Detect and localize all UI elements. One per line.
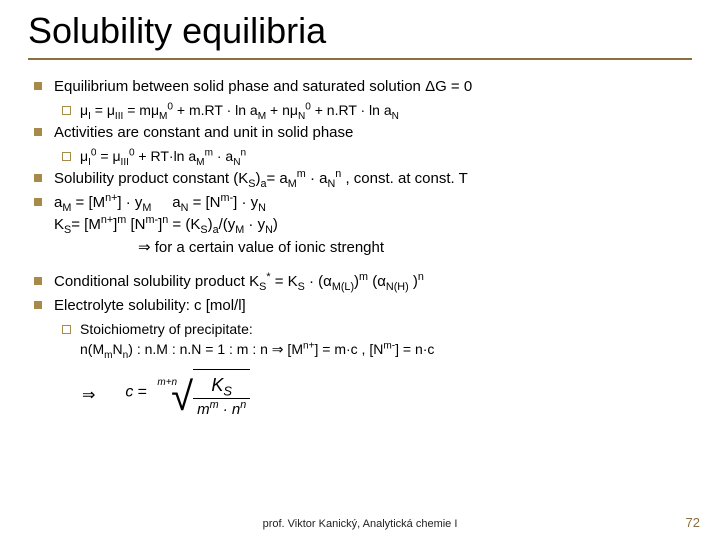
bullet-2-sub-1: μI0 = μIII0 + RT·ln aMm · aNn: [28, 146, 692, 166]
bullet-1-sub-1: μI = μIII = mμM0 + m.RT · ln aM + nμN0 +…: [28, 100, 692, 120]
title-rule: [28, 58, 692, 60]
bullet-5: Conditional solubility product KS* = KS …: [28, 271, 692, 293]
bullet-1: Equilibrium between solid phase and satu…: [28, 76, 692, 98]
footer-text: prof. Viktor Kanický, Analytická chemie …: [0, 518, 720, 530]
bullet-6: Electrolyte solubility: c [mol/l]: [28, 295, 692, 317]
bullet-2: Activities are constant and unit in soli…: [28, 122, 692, 144]
page-title: Solubility equilibria: [28, 10, 692, 52]
frac-den: mm · nn: [193, 399, 250, 421]
bullet-4: aM = [Mn+] · yM aN = [Nm-] · yN KS= [Mn+…: [28, 192, 692, 236]
formula-row: ⇒ c = m+n √ KS mm · nn: [28, 369, 692, 421]
content-body: Equilibrium between solid phase and satu…: [28, 76, 692, 421]
bullet-4-arrow: ⇒ for a certain value of ionic strenght: [28, 237, 692, 259]
bullet-3: Solubility product constant (KS)a= aMm ·…: [28, 168, 692, 190]
solubility-formula: c = m+n √ KS mm · nn: [125, 369, 250, 421]
frac-num: KS: [193, 372, 250, 399]
page-number: 72: [686, 515, 700, 530]
bullet-6-sub-1: Stoichiometry of precipitate: n(MmNn) : …: [28, 319, 692, 360]
